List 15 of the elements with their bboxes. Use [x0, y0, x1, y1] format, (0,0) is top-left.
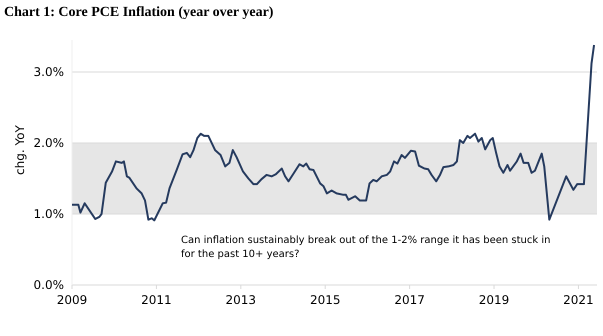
chart-title: Chart 1: Core PCE Inflation (year over year) [4, 5, 274, 20]
line-series [71, 44, 596, 222]
x-tick-label: 2021 [563, 293, 594, 307]
x-tick-label: 2009 [56, 293, 88, 307]
x-tick-label: 2017 [394, 293, 425, 307]
y-tick-label: 2.0% [34, 136, 64, 150]
y-tick-label: 3.0% [34, 64, 64, 79]
x-tick-label: 2015 [310, 293, 340, 307]
x-tick-label: 2011 [141, 293, 172, 307]
annotation: Can inflation sustainably break out of the 1-2% range it has been stuck in for the past 10+ years? [181, 235, 550, 260]
x-tick-label: 2013 [226, 293, 256, 307]
y-axis-title: chg. YoY [13, 124, 27, 175]
y-tick-label: 1.0% [34, 206, 64, 221]
x-tick-label: 2019 [478, 293, 510, 307]
y-tick-label: 0.0% [34, 278, 64, 292]
